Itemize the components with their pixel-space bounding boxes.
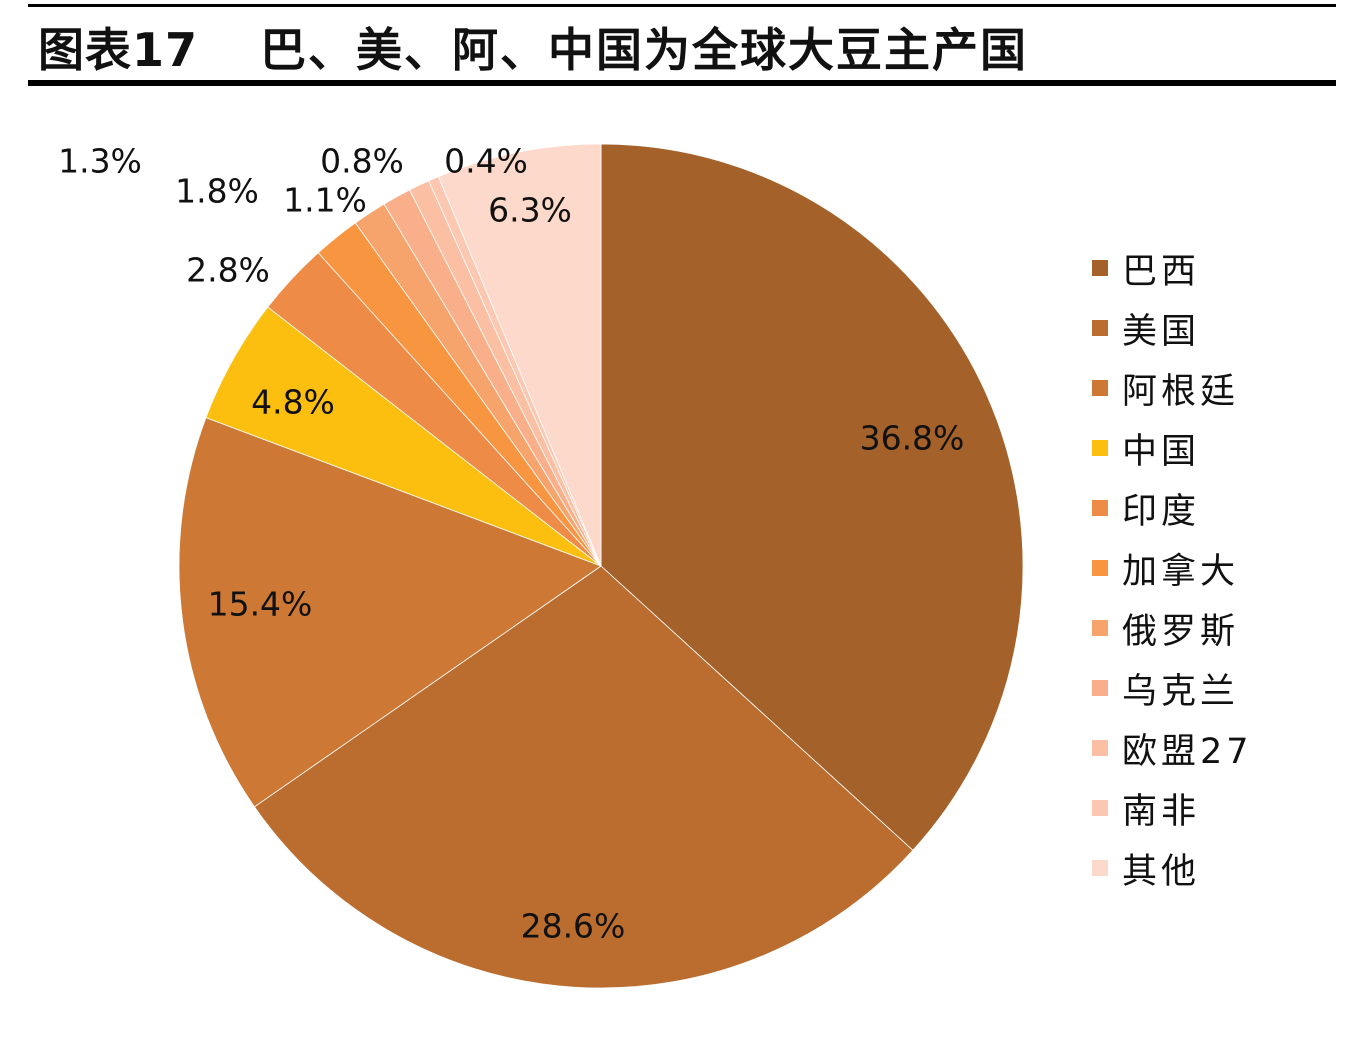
legend-swatch — [1092, 740, 1108, 756]
legend-label: 印度 — [1122, 491, 1201, 532]
figure-title: 巴、美、阿、中国为全球大豆主产国 — [260, 23, 1029, 77]
legend-swatch — [1092, 500, 1108, 516]
legend-swatch — [1092, 260, 1108, 276]
legend-label: 巴西 — [1122, 251, 1201, 292]
legend-label: 美国 — [1122, 311, 1201, 352]
figure-header: 图表17 巴、美、阿、中国为全球大豆主产国 — [38, 14, 1028, 80]
slice-data-label: 15.4% — [208, 585, 313, 624]
legend-swatch — [1092, 680, 1108, 696]
legend-item: 巴西 — [1092, 238, 1253, 298]
legend-label: 南非 — [1122, 791, 1201, 832]
slice-data-label: 4.8% — [251, 383, 335, 422]
legend-item: 南非 — [1092, 778, 1253, 838]
slice-data-label: 36.8% — [860, 419, 965, 458]
slice-data-label: 1.8% — [175, 172, 259, 211]
legend-item: 其他 — [1092, 838, 1253, 898]
legend-swatch — [1092, 620, 1108, 636]
legend-item: 阿根廷 — [1092, 358, 1253, 418]
legend-swatch — [1092, 380, 1108, 396]
legend-label: 加拿大 — [1122, 551, 1240, 592]
pie-slice — [437, 143, 602, 567]
pie-slice — [253, 565, 914, 989]
legend-item: 美国 — [1092, 298, 1253, 358]
legend-item: 欧盟27 — [1092, 718, 1253, 778]
legend-item: 加拿大 — [1092, 538, 1253, 598]
legend-item: 印度 — [1092, 478, 1253, 538]
legend-label: 俄罗斯 — [1122, 611, 1240, 652]
slice-data-label: 0.4% — [444, 142, 528, 181]
pie-slice — [178, 417, 602, 808]
pie-slices — [178, 143, 1024, 989]
top-rule — [28, 4, 1336, 7]
legend-label: 中国 — [1122, 431, 1201, 472]
legend-item: 俄罗斯 — [1092, 598, 1253, 658]
legend-label: 其他 — [1122, 851, 1201, 892]
legend-swatch — [1092, 320, 1108, 336]
legend-swatch — [1092, 860, 1108, 876]
legend-label: 欧盟27 — [1122, 731, 1253, 772]
pie-slice — [600, 143, 1024, 851]
slice-data-label: 1.1% — [283, 181, 367, 220]
legend-label: 乌克兰 — [1122, 671, 1240, 712]
slice-data-label: 2.8% — [186, 251, 270, 290]
slice-data-label: 1.3% — [58, 142, 142, 181]
slice-data-label: 6.3% — [488, 191, 572, 230]
slice-data-label: 28.6% — [521, 907, 626, 946]
legend-item: 中国 — [1092, 418, 1253, 478]
legend-swatch — [1092, 440, 1108, 456]
legend: 巴西美国阿根廷中国印度加拿大俄罗斯乌克兰欧盟27 南非其他 — [1092, 238, 1253, 898]
figure-number: 图表17 — [38, 23, 199, 77]
header-rule — [28, 80, 1336, 86]
slice-data-label: 0.8% — [320, 142, 404, 181]
legend-label: 阿根廷 — [1122, 371, 1240, 412]
pie-labels: 36.8% 28.6% 15.4% 4.8% 2.8% 1.8% 1.3% 1.1%0.8% 0… — [58, 142, 964, 946]
legend-swatch — [1092, 560, 1108, 576]
legend-swatch — [1092, 800, 1108, 816]
legend-item: 乌克兰 — [1092, 658, 1253, 718]
